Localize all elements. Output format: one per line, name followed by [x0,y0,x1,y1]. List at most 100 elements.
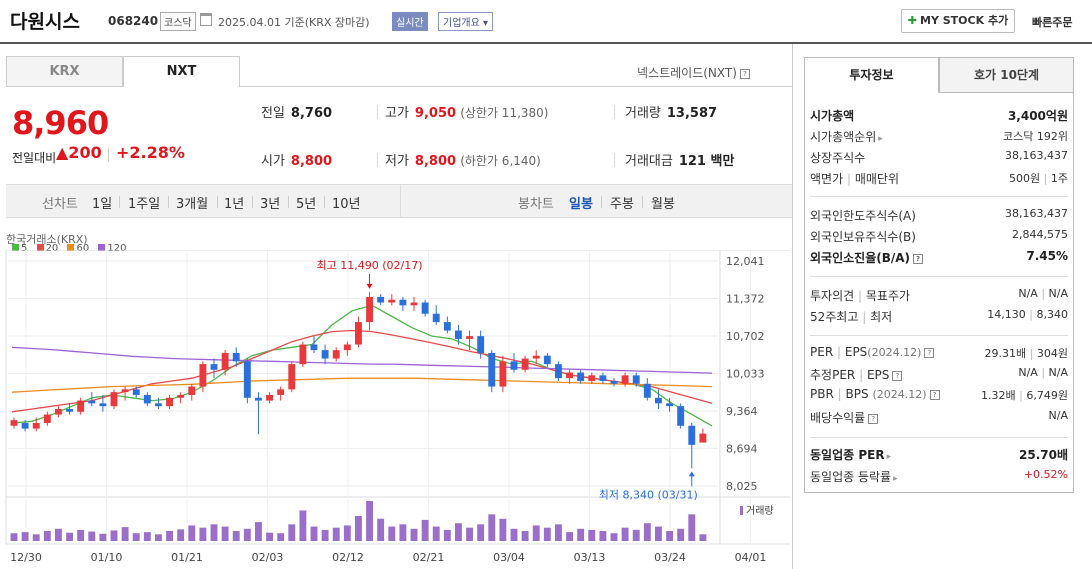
help-icon[interactable]: ? [739,68,750,79]
tab-orderbook[interactable]: 호가 10단계 [939,57,1074,93]
legend-ma20: 20 [45,243,59,254]
divider [377,105,378,119]
candle-body [388,299,396,303]
nxt-exchange-label: 넥스트레이드(NXT)? [637,64,750,81]
volume-bar [499,518,507,541]
volume-bar [99,533,107,541]
add-mystock-button[interactable]: ✚ MY STOCK 추가 [901,9,1015,33]
candle-body [21,422,29,429]
help-icon[interactable]: ? [868,413,879,424]
volume-plot-frame [5,496,790,545]
range-3y[interactable]: 3년 [260,197,281,212]
help-icon[interactable]: ? [913,253,924,264]
chevron-right-icon: ▸ [893,474,898,484]
market-badge: 코스닥 [160,12,196,31]
volume-bar [255,522,262,541]
volume-bar [232,531,240,541]
tab-invest-info[interactable]: 투자정보 [804,57,939,93]
help-icon[interactable]: ? [892,370,903,381]
candle-body [277,389,285,395]
stock-name: 다원시스 [10,11,80,33]
candle-body [166,397,173,407]
candle-daily[interactable]: 일봉 [569,197,593,212]
divider [288,196,289,208]
volume-bar [699,534,707,541]
volume-label: 거래량 [746,505,774,517]
candle-body [221,352,229,370]
candle-chart-label[interactable]: 봉차트 [518,197,554,212]
volume-bar [455,523,462,541]
row-peer-per[interactable]: 동일업종 PER ▸ 25.70배 [810,448,1068,462]
company-info-dropdown[interactable]: 기업개요 ▾ [438,12,493,31]
candle-body [143,394,151,404]
volume-bar [510,528,518,541]
realtime-button[interactable]: 실시간 [392,12,428,31]
candle-body [643,383,651,398]
line-chart-label[interactable]: 선차트 [42,197,78,212]
legend-ma60: 60 [76,243,90,254]
volume-bar [366,501,373,541]
help-icon[interactable]: ? [929,389,940,400]
volume-bar [143,532,151,541]
volume-bar [599,531,607,541]
candle-body [443,322,451,331]
max-arrow-head [366,283,373,289]
tab-krx[interactable]: KRX [6,56,123,87]
stock-header: 다원시스 068240 코스닥 2025.04.01 기준(KRX 장마감) 실… [0,0,1092,44]
divider [377,153,378,167]
x-tick-label: 12/30 [10,551,42,564]
row-market-cap: 시가총액 3,400억원 [810,109,1068,123]
candle-monthly[interactable]: 월봉 [651,197,675,212]
volume-bar [688,514,696,541]
row-pbr-bps: PBR | BPS (2024.12)? 1.32배 | 6,749원 [810,387,1068,402]
x-tick-label: 02/12 [332,551,364,564]
fast-order-link[interactable]: 빠른주문 [1032,16,1073,29]
volume-bar [488,514,496,541]
volume-bar [166,531,173,541]
change-rate: +2.28% [116,143,185,162]
range-1w[interactable]: 1주일 [128,197,161,212]
candle-body [366,296,373,323]
volume-bar [132,533,140,541]
range-1y[interactable]: 1년 [224,197,245,212]
y-tick-label: 12,041 [726,255,765,268]
candle-body [232,352,240,362]
tab-nxt[interactable]: NXT [123,56,240,87]
volume-bar [43,531,51,541]
volume-bar [466,527,473,541]
range-10y[interactable]: 10년 [332,197,361,212]
row-cap-rank[interactable]: 시가총액순위 ▸ 코스닥 192위 [810,130,1068,144]
candle-body [677,406,685,426]
candle-body [66,408,73,412]
min-price-label: 최저 8,340 (03/31) [599,488,698,501]
divider [810,437,1068,438]
ma-line-60 [11,377,713,393]
candle-body [688,425,696,445]
candle-body [99,403,107,407]
candle-weekly[interactable]: 주봉 [610,197,634,212]
candle-body [55,408,62,415]
candle-body [399,299,407,306]
help-icon[interactable]: ? [924,347,935,358]
divider [642,196,643,208]
row-peer-rate[interactable]: 동일업종 등락률 ▸ +0.52% [810,468,1068,484]
chart-source: 한국거래소(KRX) [6,233,88,246]
candle-body [77,400,85,412]
volume-bar [432,526,440,541]
range-5y[interactable]: 5년 [296,197,317,212]
candle-body [110,392,118,407]
candle-body [632,375,640,384]
price-chart[interactable]: 12,041 11,372 10,702 10,033 9,364 8,694 8,025 1… [0,250,790,569]
volume-bar [410,528,418,541]
range-1d[interactable]: 1일 [92,197,113,212]
volume-bar [188,525,196,541]
candle-body [532,355,540,359]
candle-body [699,433,707,443]
change-label: 전일대비 [12,151,57,165]
range-3m[interactable]: 3개월 [176,197,209,212]
legend-ma120: 120 [107,243,127,254]
volume-bar [343,525,351,541]
volume-bar [543,527,551,541]
x-tick-label: 02/03 [252,551,284,564]
change-amount: ▲200 [56,143,102,162]
